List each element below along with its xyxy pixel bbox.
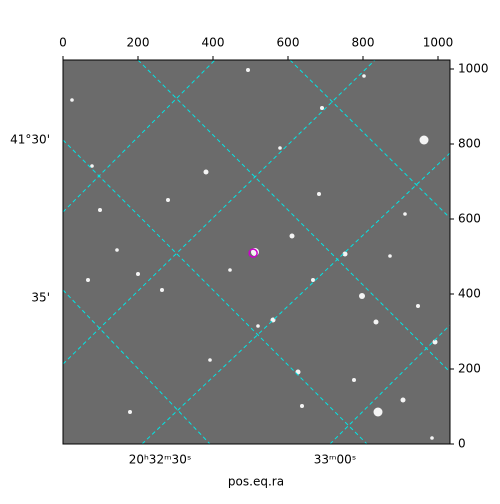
x-tick-label: 600	[277, 36, 300, 50]
y-tick-label: 0	[458, 437, 466, 451]
x-axis-label: pos.eq.ra	[228, 475, 284, 489]
target-marker	[248, 248, 258, 258]
coordinate-grid	[62, 59, 451, 445]
x-tick-label: 800	[352, 36, 375, 50]
axes-frame	[62, 59, 451, 445]
y-tick-label: 400	[458, 287, 481, 301]
y-tick-label: 1000	[458, 62, 489, 76]
y-tick-label: 200	[458, 362, 481, 376]
ra-tick-label: 20ʰ32ᵐ30ˢ	[129, 453, 192, 467]
ra-tick-label: 33ᵐ00ˢ	[314, 453, 357, 467]
x-tick-label: 0	[59, 36, 67, 50]
stars	[70, 68, 438, 440]
x-tick-label: 1000	[423, 36, 454, 50]
dec-tick-label: 35'	[31, 291, 50, 305]
y-tick-label: 800	[458, 137, 481, 151]
x-tick-label: 400	[202, 36, 225, 50]
dec-tick-label: 41°30'	[10, 133, 50, 147]
y-tick-label: 600	[458, 212, 481, 226]
x-tick-label: 200	[127, 36, 150, 50]
